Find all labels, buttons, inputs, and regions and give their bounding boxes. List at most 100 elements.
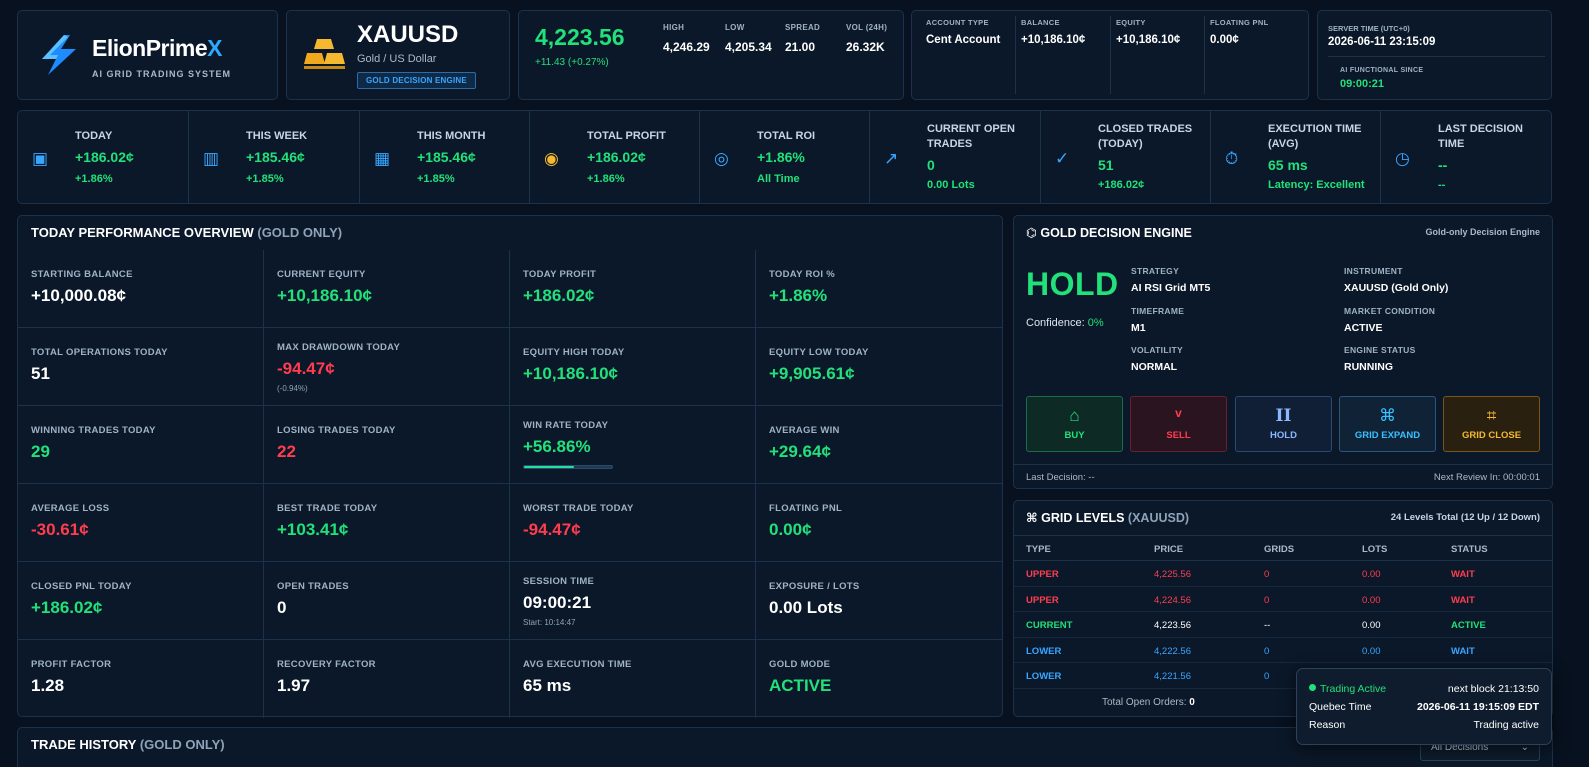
current-price: 4,223.56 [535, 24, 625, 50]
grid-cell-type: UPPER [1026, 594, 1059, 606]
perf-cell-winning-trades-today: WINNING TRADES TODAY 29 [18, 406, 264, 484]
command-icon: ⌘ [1379, 406, 1396, 425]
hold-button[interactable]: II HOLD [1235, 396, 1332, 452]
perf-label: EQUITY LOW TODAY [769, 347, 869, 358]
square-icon: ▣ [32, 149, 49, 168]
grid-cell-price: 4,224.56 [1154, 594, 1191, 606]
perf-sub: (-0.94%) [277, 384, 308, 393]
status-dot-icon [1309, 684, 1316, 691]
grid-cell-type: LOWER [1026, 671, 1062, 682]
command-icon: ⌘ [1026, 511, 1038, 525]
perf-value: 09:00:21 [523, 593, 592, 612]
grid-cell-lots: 0.00 [1362, 645, 1381, 657]
win-rate-progress-fill [524, 466, 575, 468]
grid-cell-type: UPPER [1026, 569, 1059, 580]
grid-close-button[interactable]: ⌗ GRID CLOSE [1443, 396, 1540, 452]
stats-strip: ▣ TODAY +186.02¢ +1.86% ▥ THIS WEEK +185… [17, 110, 1552, 204]
perf-cell-starting-balance: STARTING BALANCE +10,000.08¢ [18, 250, 264, 328]
perf-sub: Start: 10:14:47 [523, 618, 576, 627]
perf-cell-open-trades: OPEN TRADES 0 [264, 562, 510, 640]
perf-label: EQUITY HIGH TODAY [523, 347, 625, 358]
brand-name: ElionPrimeX [92, 35, 222, 61]
perf-cell-gold-mode: GOLD MODE ACTIVE [756, 640, 1002, 718]
performance-title: TODAY PERFORMANCE OVERVIEW (GOLD ONLY) [31, 225, 343, 240]
grid-cell-lots: 0.00 [1362, 594, 1381, 606]
perf-label: PROFIT FACTOR [31, 659, 112, 670]
perf-value: +10,186.10¢ [277, 286, 373, 305]
perf-cell-profit-factor: PROFIT FACTOR 1.28 [18, 640, 264, 718]
stat-closed-trades: ✓ CLOSED TRADES (TODAY) 51 +186.02¢ [1041, 111, 1211, 203]
calendar-month-icon: ▦ [374, 149, 391, 168]
chevron-down-icon: ⌄ [1520, 742, 1529, 753]
coin-icon: ◉ [544, 149, 559, 168]
perf-cell-average-loss: AVERAGE LOSS -30.61¢ [18, 484, 264, 562]
stat-this-week: ▥ THIS WEEK +185.46¢ +1.85% [189, 111, 360, 203]
divider [1204, 16, 1205, 94]
perf-value: 0.00¢ [769, 520, 812, 539]
stat-this-month: ▦ THIS MONTH +185.46¢ +1.85% [360, 111, 530, 203]
perf-cell-recovery-factor: RECOVERY FACTOR 1.97 [264, 640, 510, 718]
perf-value: +9,905.61¢ [769, 364, 855, 383]
perf-label: GOLD MODE [769, 659, 831, 670]
grid-level-row: CURRENT 4,223.56 -- 0.00 ACTIVE [1014, 612, 1552, 638]
sell-button[interactable]: v SELL [1130, 396, 1227, 452]
perf-value: -30.61¢ [31, 520, 89, 539]
next-block: next block 21:13:50 [1447, 683, 1539, 695]
account-type: ACCOUNT TYPE Cent Account [926, 18, 1001, 46]
perf-value: 0.00 Lots [769, 598, 843, 617]
trading-status: Trading Active [1320, 683, 1387, 695]
perf-value: -94.47¢ [277, 359, 335, 378]
gold-bars-icon [304, 39, 345, 69]
perf-value: +56.86% [523, 437, 591, 456]
perf-label: WIN RATE TODAY [523, 420, 609, 431]
perf-value: +1.86% [769, 286, 828, 305]
symbol-panel: XAUUSD Gold / US Dollar GOLD DECISION EN… [286, 10, 510, 100]
perf-value: 1.97 [277, 676, 311, 695]
volume-stat: VOL (24H) 26.32K [846, 23, 888, 54]
ai-functional-box: AI FUNCTIONAL SINCE 09:00:21 [1328, 56, 1545, 96]
perf-value: +29.64¢ [769, 442, 831, 461]
buy-button[interactable]: ⌂ BUY [1026, 396, 1123, 452]
stopwatch-icon: ⏱ [1225, 149, 1239, 168]
account-equity: EQUITY +10,186.10¢ [1116, 18, 1181, 46]
calendar-week-icon: ▥ [203, 149, 220, 168]
grid-icon: ⌗ [1486, 406, 1497, 425]
grid-level-row: LOWER 4,221.56 0 [1014, 663, 1552, 689]
strategy-field: STRATEGY AI RSI Grid MT5 [1131, 266, 1211, 294]
divider [1015, 16, 1016, 94]
server-time-label: SERVER TIME (UTC+0) [1328, 24, 1410, 33]
perf-cell-today-roi: TODAY ROI % +1.86% [756, 250, 1002, 328]
perf-cell-worst-trade-today: WORST TRADE TODAY -94.47¢ [510, 484, 756, 562]
spread-stat: SPREAD 21.00 [785, 23, 821, 54]
grid-cell-grids: -- [1264, 620, 1271, 631]
server-panel: SERVER TIME (UTC+0) 2026-06-11 23:15:09 … [1317, 10, 1552, 100]
checkmark-icon: ✓ [1055, 149, 1070, 168]
perf-cell-losing-trades-today: LOSING TRADES TODAY 22 [264, 406, 510, 484]
perf-value: 22 [277, 442, 296, 461]
decision-footer: Last Decision: -- Next Review In: 00:00:… [1014, 464, 1552, 488]
perf-value: +186.02¢ [31, 598, 103, 617]
price-change: +11.43 (+0.27%) [535, 57, 609, 68]
perf-cell-floating-pnl: FLOATING PNL 0.00¢ [756, 484, 1002, 562]
perf-value: +103.41¢ [277, 520, 349, 539]
perf-value: 1.28 [31, 676, 65, 695]
perf-label: STARTING BALANCE [31, 269, 133, 280]
engine-status-field: ENGINE STATUS RUNNING [1344, 345, 1416, 373]
clock-icon: ◷ [1395, 149, 1410, 168]
perf-cell-equity-low-today: EQUITY LOW TODAY +9,905.61¢ [756, 328, 1002, 406]
perf-cell-total-operations-today: TOTAL OPERATIONS TODAY 51 [18, 328, 264, 406]
grid-cell-type: LOWER [1026, 645, 1062, 657]
grid-expand-button[interactable]: ⌘ GRID EXPAND [1339, 396, 1436, 452]
grid-cell-grids: 0 [1264, 645, 1270, 657]
perf-label: TOTAL OPERATIONS TODAY [31, 347, 168, 358]
perf-cell-exposure-lots: EXPOSURE / LOTS 0.00 Lots [756, 562, 1002, 640]
perf-cell-avg-execution-time: AVG EXECUTION TIME 65 ms [510, 640, 756, 718]
perf-cell-today-profit: TODAY PROFIT +186.02¢ [510, 250, 756, 328]
grid-cell-status: WAIT [1451, 569, 1475, 580]
perf-label: OPEN TRADES [277, 581, 349, 592]
stat-total-roi: ◎ TOTAL ROI +1.86% All Time [700, 111, 870, 203]
trend-up-icon: ↗ [884, 149, 899, 168]
perf-label: CURRENT EQUITY [277, 269, 366, 280]
perf-value: -94.47¢ [523, 520, 581, 539]
decision-engine-title: ⌬ GOLD DECISION ENGINE [1026, 226, 1192, 240]
